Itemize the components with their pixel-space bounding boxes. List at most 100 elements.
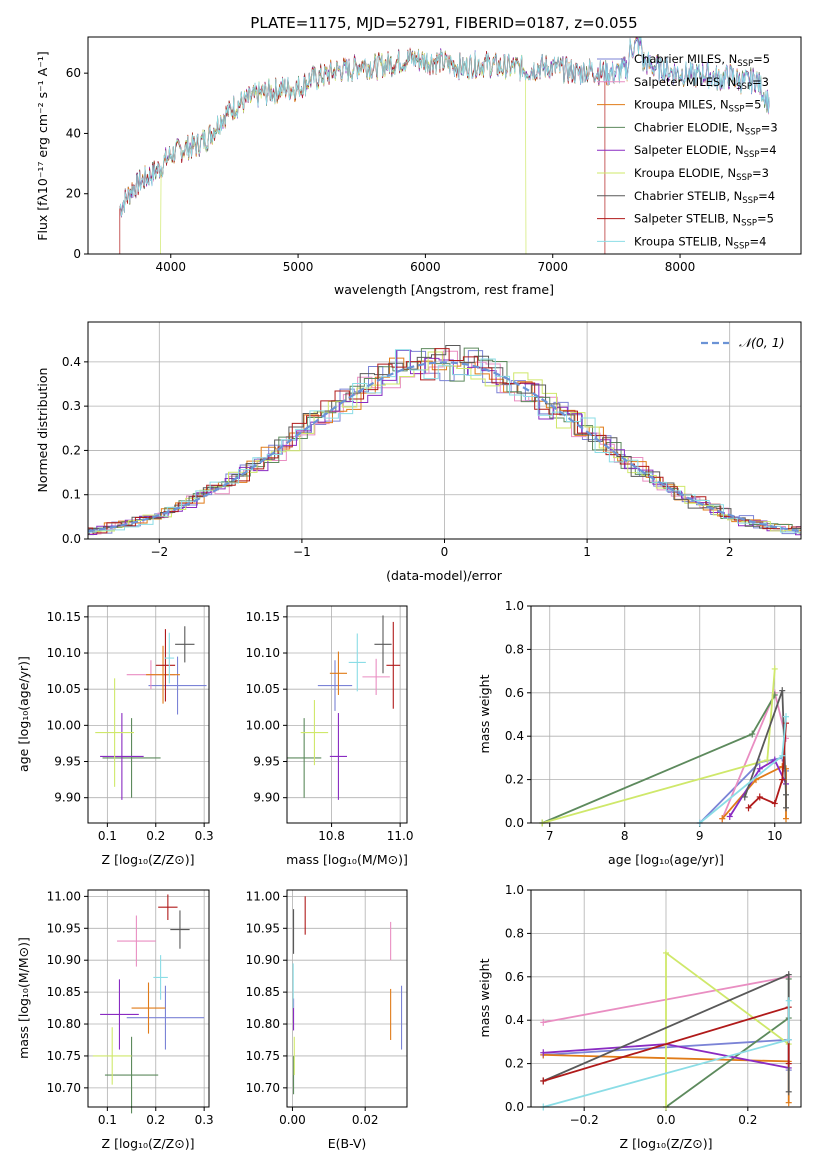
y-tick-label-0: 0 [73,247,81,261]
axes-frame [87,36,802,255]
spectrum-series-5 [160,48,527,254]
y-tick-label-2: 0.4 [505,1013,524,1027]
y-tick-label-3: 10.85 [246,985,280,999]
spectrum-panel: PLATE=1175, MJD=52791, FIBERID=0187, z=0… [35,14,802,297]
x-tick-label-0: 7 [546,829,554,843]
y-tick-label-3: 0.3 [62,399,81,413]
x-tick-label-1: 0.02 [352,1113,379,1127]
x-tick-label-3: 7000 [537,260,568,274]
y-tick-label-4: 0.4 [62,355,81,369]
y-tick-label-0: 9.90 [253,791,280,805]
y-tick-label-2: 10.80 [246,1017,280,1031]
mass-vs-Z-ylabel: mass [log₁₀(M/M⊙)] [16,937,31,1059]
mass-vs-Z-panel: Z [log₁₀(Z/Z⊙)] mass [log₁₀(M/M⊙)] 0.1 0.… [16,889,214,1151]
y-tick-label-3: 10.05 [246,682,280,696]
y-tick-label-2: 40 [66,126,81,140]
weight-series-2 [721,765,787,820]
legend-label-4: Salpeter ELODIE, NSSP=4 [634,143,777,160]
mass-vs-EBV-xlabel: E(B-V) [328,1136,367,1151]
axes-frame [87,605,210,824]
mass-weight-vs-Z-ylabel: mass weight [477,958,492,1037]
y-tick-label-2: 10.00 [246,718,280,732]
y-tick-label-3: 60 [66,66,81,80]
x-tick-label-0: 0.00 [279,1113,306,1127]
x-tick-label-0: 0.1 [98,829,117,843]
spectrum-legend: Chabrier MILES, NSSP=5 Salpeter MILES, NS… [597,52,778,251]
x-tick-label-1: 0.0 [656,1113,675,1127]
x-tick-label-4: 8000 [665,260,696,274]
y-tick-label-5: 10.95 [47,921,81,935]
y-tick-label-0: 0.0 [505,816,524,830]
weight-series-3 [541,694,776,824]
x-tick-label-1: 8 [621,829,629,843]
histogram-series-2 [88,357,801,533]
y-tick-label-5: 10.95 [246,921,280,935]
y-tick-label-1: 10.75 [246,1049,280,1063]
mass-vs-EBV-panel: E(B-V) 0.00 0.02 10.70 10.75 10.80 10.85 10.90… [246,889,408,1151]
y-tick-label-0: 0.0 [62,532,81,546]
y-tick-label-3: 10.05 [47,682,81,696]
y-tick-label-5: 1.0 [505,883,524,897]
y-tick-label-6: 11.00 [47,889,81,903]
x-tick-label-1: 11.0 [387,829,414,843]
x-tick-label-1: 0.2 [146,1113,165,1127]
x-tick-label-1: −1 [293,545,311,559]
y-tick-label-2: 10.80 [47,1017,81,1031]
residuals-ylabel: Normed distribution [35,368,50,493]
mass-vs-Z-xlabel: Z [log₁₀(Z/Z⊙)] [102,1136,195,1151]
y-tick-label-4: 10.90 [246,953,280,967]
spectrum-title: PLATE=1175, MJD=52791, FIBERID=0187, z=0… [250,14,637,32]
y-tick-label-4: 0.8 [505,642,524,656]
residuals-panel: (data-model)/error Normed distribution −… [35,321,802,583]
x-tick-label-4: 2 [726,545,734,559]
residuals-xlabel: (data-model)/error [386,568,503,583]
legend-label-1: Salpeter MILES, NSSP=3 [634,75,769,92]
x-tick-label-0: 10.8 [318,829,345,843]
y-tick-label-1: 20 [66,187,81,201]
axes-frame [286,605,408,824]
x-tick-label-2: 9 [696,829,704,843]
y-tick-label-1: 0.1 [62,488,81,502]
age-vs-mass-panel: mass [log₁₀(M/M⊙)] 10.8 11.0 9.90 9.95 10.00… [246,605,414,867]
legend-label-3: Chabrier ELODIE, NSSP=3 [634,120,778,137]
legend-label-5: Kroupa ELODIE, NSSP=3 [634,166,769,183]
x-tick-label-3: 1 [583,545,591,559]
x-tick-label-0: 0.1 [98,1113,117,1127]
x-tick-label-1: 5000 [283,260,314,274]
y-tick-label-5: 10.15 [47,610,81,624]
age-vs-mass-xlabel: mass [log₁₀(M/M⊙)] [286,852,408,867]
legend-label-0: Chabrier MILES, NSSP=5 [634,52,770,69]
histogram-series-8 [88,349,801,534]
normal-reference-curve [87,361,802,533]
y-tick-label-4: 10.10 [246,646,280,660]
spectrum-series-7 [119,48,606,254]
axes-frame [530,605,802,824]
y-tick-label-3: 0.6 [505,970,524,984]
mass-weight-vs-Z-xlabel: Z [log₁₀(Z/Z⊙)] [620,1136,713,1151]
legend-label-8: Kroupa STELIB, NSSP=4 [634,234,766,251]
mass-weight-vs-age-panel: age [log₁₀(age/yr)] mass weight 7 8 9 10 0.0… [477,599,802,867]
x-tick-label-2: 0.3 [195,829,214,843]
y-tick-label-0: 9.90 [54,791,81,805]
spectrum-ylabel: Flux [fλ10⁻¹⁷ erg cm⁻² s⁻¹ A⁻¹] [35,51,50,240]
y-tick-label-4: 0.8 [505,926,524,940]
y-tick-label-0: 10.70 [47,1081,81,1095]
x-tick-label-2: 0 [441,545,449,559]
x-tick-label-2: 0.3 [195,1113,214,1127]
weight-series-4 [729,758,787,817]
y-tick-label-1: 10.75 [47,1049,81,1063]
age-vs-Z-panel: Z [log₁₀(Z/Z⊙)] age [log₁₀(age/yr)] 0.1 0… [16,605,214,867]
axes-frame [286,889,408,1108]
legend-label-6: Chabrier STELIB, NSSP=4 [634,189,775,206]
x-tick-label-0: 4000 [155,260,186,274]
y-tick-label-5: 10.15 [246,610,280,624]
axes-frame [530,889,802,1108]
y-tick-label-3: 10.85 [47,985,81,999]
y-tick-label-1: 0.2 [505,1057,524,1071]
axes-frame [87,889,210,1108]
y-tick-label-3: 0.6 [505,686,524,700]
weight-series-5 [665,951,790,1107]
age-vs-Z-ylabel: age [log₁₀(age/yr)] [16,656,31,772]
y-tick-label-1: 9.95 [54,755,81,769]
